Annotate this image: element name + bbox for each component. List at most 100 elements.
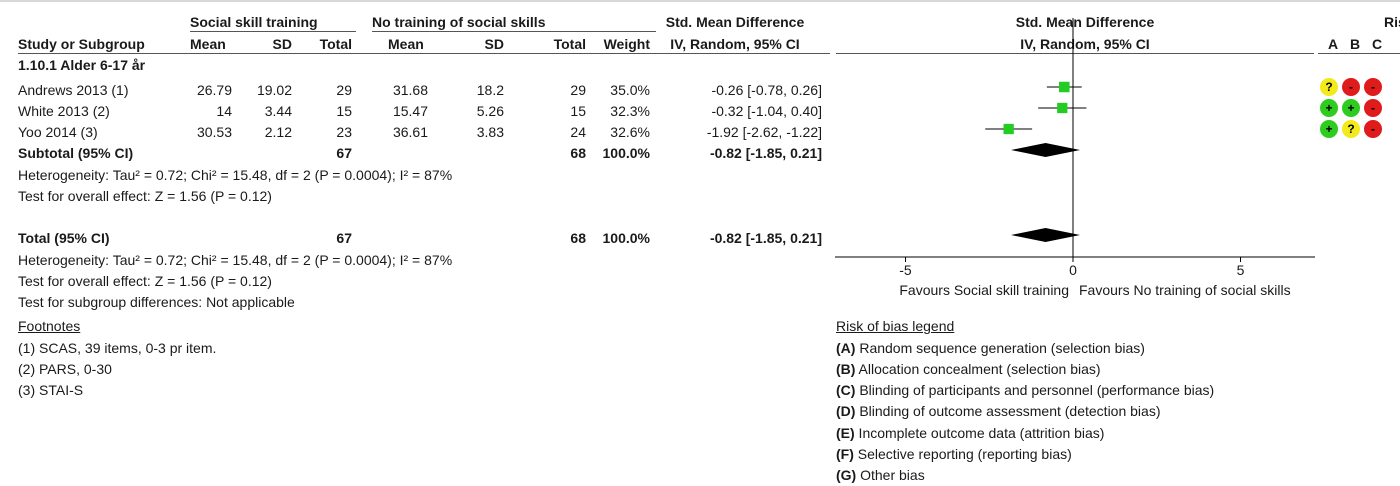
x-tick-label: -5 xyxy=(899,262,912,278)
effect-subheader: IV, Random, 95% CI xyxy=(670,36,800,52)
favours-right-label: Favours No training of social skills xyxy=(1079,282,1291,298)
sd2-cell: 3.83 xyxy=(476,124,504,140)
total1-cell: 23 xyxy=(336,124,352,140)
ci-cell: -0.26 [-0.78, 0.26] xyxy=(711,82,822,98)
rob-legend-title: Risk of bias legend xyxy=(836,318,955,334)
sd2-cell: 5.26 xyxy=(476,103,504,119)
header-underline-table xyxy=(18,53,830,54)
total1-cell: 29 xyxy=(336,82,352,98)
study-name: Andrews 2013 (1) xyxy=(18,82,129,98)
footnote-item: (1) SCAS, 39 items, 0-3 pr item. xyxy=(18,340,217,356)
ci-cell: -0.32 [-1.04, 0.40] xyxy=(711,103,822,119)
weight-cell: 32.6% xyxy=(610,124,650,140)
pooled-diamond xyxy=(1011,143,1081,157)
total-ci: -0.82 [-1.85, 0.21] xyxy=(709,230,822,246)
mean1-cell: 14 xyxy=(216,103,232,119)
subgroup-overall-effect: Test for overall effect: Z = 1.56 (P = 0… xyxy=(18,188,272,204)
subtotal-label: Subtotal (95% CI) xyxy=(18,145,134,161)
sd1-cell: 19.02 xyxy=(256,82,292,98)
weight-cell: 32.3% xyxy=(610,103,650,119)
subtotal-weight: 100.0% xyxy=(602,145,650,161)
rob-legend-item: (B) Allocation concealment (selection bi… xyxy=(836,361,1101,377)
plot-header: Std. Mean Difference xyxy=(1015,14,1155,30)
col-sd2: SD xyxy=(484,36,504,52)
study-name: White 2013 (2) xyxy=(18,103,110,119)
pooled-diamond xyxy=(1011,228,1081,242)
rob-high-icon: - xyxy=(1364,120,1382,138)
study-marker xyxy=(1059,81,1070,93)
col-total1: Total xyxy=(319,36,352,52)
rob-legend-item: (F) Selective reporting (reporting bias) xyxy=(836,446,1072,462)
mean2-cell: 15.47 xyxy=(392,103,428,119)
mean2-cell: 36.61 xyxy=(392,124,428,140)
total2-cell: 24 xyxy=(570,124,586,140)
ci-cell: -1.92 [-2.62, -1.22] xyxy=(706,124,822,140)
rob-unclear-icon: ? xyxy=(1342,120,1360,138)
subgroup-differences: Test for subgroup differences: Not appli… xyxy=(18,294,295,310)
group2-underline xyxy=(372,31,656,32)
rob-legend-item: (C) Blinding of participants and personn… xyxy=(836,382,1215,398)
col-total2: Total xyxy=(553,36,586,52)
sd1-cell: 3.44 xyxy=(264,103,292,119)
footnote-item: (2) PARS, 0-30 xyxy=(18,361,112,377)
header-underline-plot xyxy=(836,53,1314,54)
rob-low-icon: + xyxy=(1342,99,1360,117)
total-weight: 100.0% xyxy=(602,230,650,246)
forest-plot: -10-50510Favours Social skill trainingFa… xyxy=(835,18,1315,298)
study-marker xyxy=(1057,102,1068,114)
plot-subheader: IV, Random, 95% CI xyxy=(1020,36,1150,52)
rob-low-icon: + xyxy=(1320,99,1338,117)
total1-cell: 15 xyxy=(336,103,352,119)
col-mean2: Mean xyxy=(388,36,424,52)
sd1-cell: 2.12 xyxy=(264,124,292,140)
footnotes-title: Footnotes xyxy=(18,318,81,334)
total-total1: 67 xyxy=(336,230,352,246)
col-study: Study or Subgroup xyxy=(18,36,145,52)
subtotal-ci: -0.82 [-1.85, 0.21] xyxy=(709,145,822,161)
effect-header: Std. Mean Difference xyxy=(665,14,805,30)
group1-header: Social skill training xyxy=(190,14,318,30)
risk-of-bias-grid: ? - - + + - +? - xyxy=(1318,40,1400,160)
mean1-cell: 26.79 xyxy=(196,82,232,98)
rob-letter-c: C xyxy=(1372,36,1383,52)
total-heterogeneity: Heterogeneity: Tau² = 0.72; Chi² = 15.48… xyxy=(18,252,453,268)
total-label: Total (95% CI) xyxy=(18,230,110,246)
rob-header: Ris xyxy=(1384,14,1400,30)
favours-left-label: Favours Social skill training xyxy=(899,282,1069,298)
footnote-item: (3) STAI-S xyxy=(18,382,84,398)
rob-legend-item: (D) Blinding of outcome assessment (dete… xyxy=(836,403,1161,419)
total2-cell: 29 xyxy=(570,82,586,98)
mean1-cell: 30.53 xyxy=(196,124,232,140)
mean2-cell: 31.68 xyxy=(392,82,428,98)
x-tick-label: 5 xyxy=(1237,262,1245,278)
total2-cell: 15 xyxy=(570,103,586,119)
rob-letter-a: A xyxy=(1328,36,1339,52)
col-sd1: SD xyxy=(272,36,292,52)
col-mean1: Mean xyxy=(190,36,226,52)
x-tick-label: 0 xyxy=(1069,262,1077,278)
rob-unclear-icon: ? xyxy=(1320,78,1338,96)
top-border xyxy=(0,0,1400,2)
subtotal-total1: 67 xyxy=(336,145,352,161)
rob-low-icon: + xyxy=(1320,120,1338,138)
total-total2: 68 xyxy=(570,230,586,246)
sd2-cell: 18.2 xyxy=(476,82,504,98)
header-underline-rob xyxy=(1318,53,1400,54)
subtotal-total2: 68 xyxy=(570,145,586,161)
rob-legend-item: (G) Other bias xyxy=(836,467,925,483)
subgroup-title: 1.10.1 Alder 6-17 år xyxy=(18,57,146,73)
rob-high-icon: - xyxy=(1364,99,1382,117)
rob-high-icon: - xyxy=(1364,78,1382,96)
weight-cell: 35.0% xyxy=(610,82,650,98)
subgroup-heterogeneity: Heterogeneity: Tau² = 0.72; Chi² = 15.48… xyxy=(18,167,453,183)
study-marker xyxy=(1003,123,1014,135)
rob-legend-item: (A) Random sequence generation (selectio… xyxy=(836,340,1145,356)
total-overall-effect: Test for overall effect: Z = 1.56 (P = 0… xyxy=(18,273,272,289)
group2-header: No training of social skills xyxy=(372,14,546,30)
rob-letter-b: B xyxy=(1350,36,1361,52)
group1-underline xyxy=(190,31,356,32)
rob-high-icon: - xyxy=(1342,78,1360,96)
study-name: Yoo 2014 (3) xyxy=(18,124,98,140)
col-weight: Weight xyxy=(603,36,650,52)
rob-legend-item: (E) Incomplete outcome data (attrition b… xyxy=(836,425,1105,441)
